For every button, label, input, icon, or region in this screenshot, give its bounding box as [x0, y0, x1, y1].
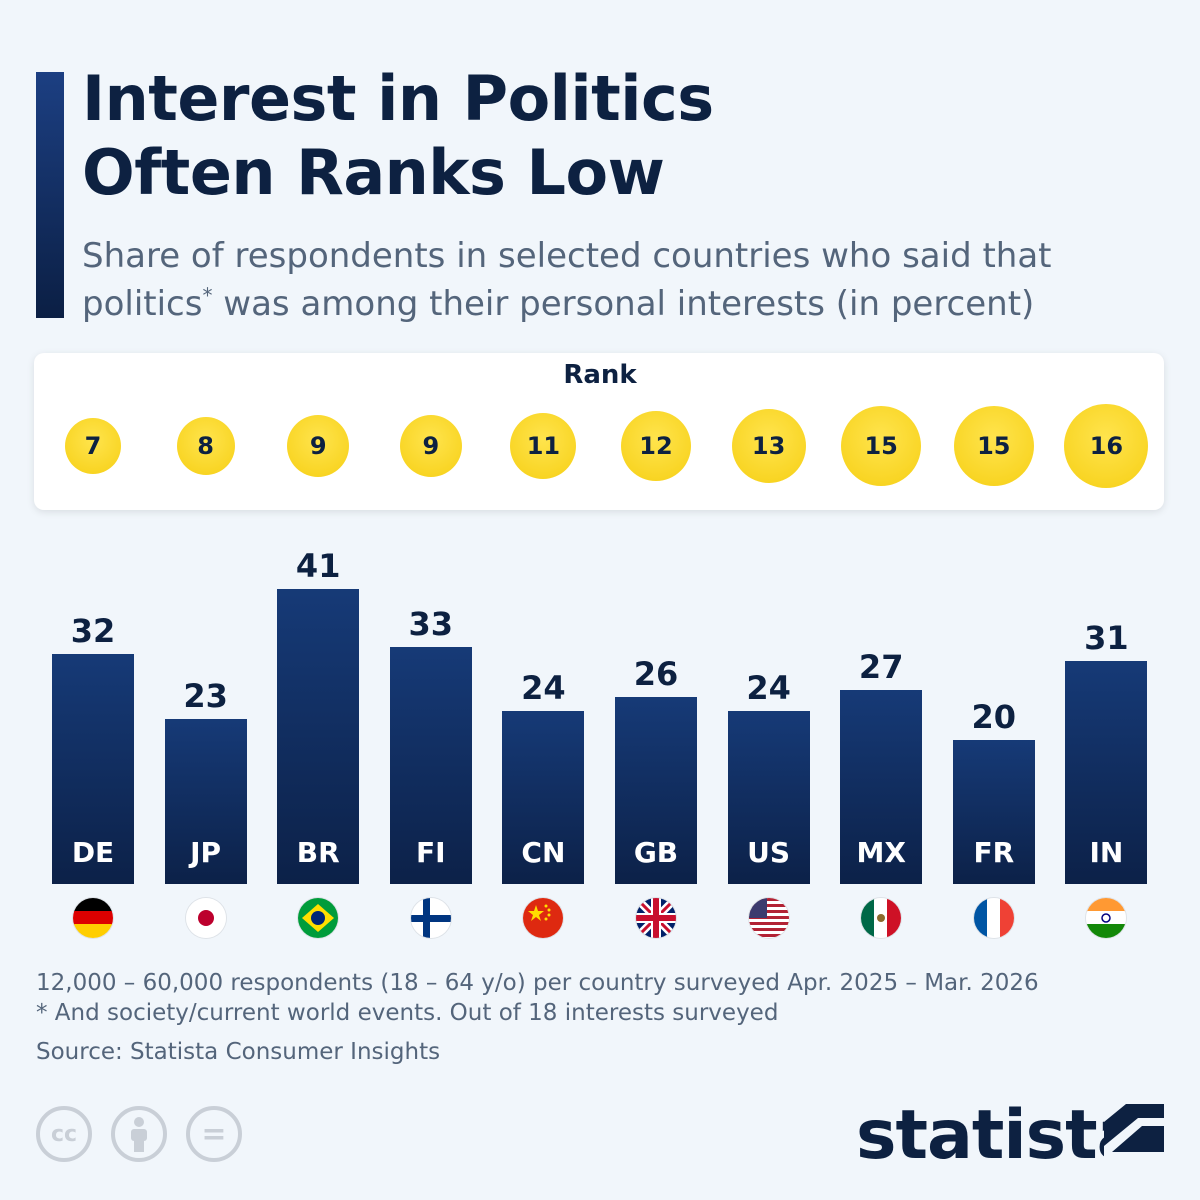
bar-code-in: IN [1089, 836, 1124, 869]
flag-de-icon [73, 898, 113, 938]
attribution-person-icon [131, 1117, 147, 1152]
bar-gb [615, 696, 697, 884]
bar-code-cn: CN [521, 836, 566, 869]
rank-heading: Rank [563, 360, 637, 390]
bar-fi [389, 646, 472, 884]
bar-fr [952, 740, 1035, 884]
flag-fi-icon [410, 898, 451, 938]
rank-circle-in: 16 [1064, 404, 1149, 488]
value-label-fr: 20 [971, 698, 1017, 737]
bar-br [277, 589, 360, 884]
no-derivatives-icon-text: = [201, 1116, 227, 1152]
bar-code-jp: JP [190, 836, 222, 869]
bar-in [1065, 660, 1148, 884]
chart-subtitle-line-1: Share of respondents in selected countri… [82, 236, 1052, 276]
footnote-asterisk: * And society/current world events. Out … [36, 1000, 779, 1026]
attribution-icon[interactable] [111, 1106, 167, 1162]
cc-icon[interactable]: cc [36, 1106, 92, 1162]
flag-us-icon [748, 898, 789, 938]
bar-jp [164, 718, 247, 884]
flag-gb-icon [636, 898, 676, 938]
bar-mx [840, 689, 923, 884]
rank-circle-mx: 15 [841, 406, 922, 486]
title-accent-bar [36, 72, 64, 318]
bar-code-gb: GB [633, 836, 679, 869]
rank-circle-gb: 12 [621, 411, 691, 481]
chart-title-line-1: Interest in Politics [82, 62, 714, 135]
rank-circle-jp: 8 [176, 417, 235, 475]
bar-code-de: DE [71, 836, 115, 869]
rank-circle-fi: 9 [399, 415, 462, 477]
flag-fr-icon [973, 898, 1014, 938]
value-label-gb: 26 [633, 654, 679, 693]
bar-code-fi: FI [416, 836, 446, 869]
value-label-de: 32 [70, 611, 116, 650]
value-label-cn: 24 [521, 669, 566, 708]
value-label-br: 41 [295, 547, 341, 585]
value-label-us: 24 [746, 669, 791, 708]
chart-title: Interest in Politics Often Ranks Low [82, 62, 1162, 210]
flag-br-icon [298, 898, 339, 938]
chart-title-line-2: Often Ranks Low [82, 136, 665, 209]
flag-mx-icon [861, 898, 902, 938]
rank-circle-cn: 11 [510, 413, 577, 479]
value-label-in: 31 [1084, 618, 1129, 657]
value-label-jp: 23 [183, 676, 228, 715]
value-label-mx: 27 [858, 647, 904, 686]
flag-cn-icon [523, 898, 564, 938]
rank-circle-fr: 15 [953, 406, 1034, 486]
bar-de [52, 653, 134, 884]
bar-code-fr: FR [973, 836, 1015, 869]
subtitle-asterisk: * [202, 283, 213, 308]
bar-cn [502, 711, 585, 884]
statista-logo-text[interactable]: statista [856, 1096, 1143, 1175]
rank-circle-de: 7 [65, 418, 121, 474]
rank-circle-us: 13 [731, 409, 806, 483]
footnote-respondents: 12,000 – 60,000 respondents (18 – 64 y/o… [36, 970, 1039, 996]
rank-circle-br: 9 [287, 415, 350, 477]
bar-us [727, 711, 810, 884]
bar-code-us: US [747, 836, 791, 869]
no-derivatives-icon[interactable]: = [186, 1106, 242, 1162]
bar-code-br: BR [296, 836, 340, 869]
chart-subtitle-line-2: politics* was among their personal inter… [82, 280, 1172, 328]
value-label-fi: 33 [408, 604, 454, 643]
source-note: Source: Statista Consumer Insights [36, 1039, 441, 1065]
statista-logo-icon[interactable] [1104, 1104, 1164, 1164]
flag-in-icon [1086, 898, 1127, 938]
flag-jp-icon [185, 898, 226, 938]
bar-code-mx: MX [856, 836, 906, 869]
subtitle-rest: was among their personal interests (in p… [212, 284, 1035, 324]
subtitle-politics: politics [82, 284, 203, 324]
chart-subtitle: Share of respondents in selected countri… [82, 232, 1172, 328]
cc-icon-text: cc [50, 1121, 78, 1147]
